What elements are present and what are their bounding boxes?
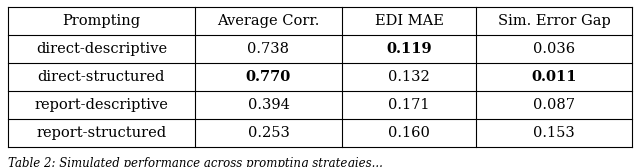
Text: 0.011: 0.011 <box>531 70 577 84</box>
Text: Table 2: Simulated performance across prompting strategies...: Table 2: Simulated performance across pr… <box>8 157 383 167</box>
Text: 0.253: 0.253 <box>248 126 289 140</box>
Text: Prompting: Prompting <box>62 14 140 28</box>
Text: 0.738: 0.738 <box>248 42 289 56</box>
Text: report-structured: report-structured <box>36 126 166 140</box>
Text: 0.171: 0.171 <box>388 98 430 112</box>
Text: direct-structured: direct-structured <box>38 70 165 84</box>
Text: Sim. Error Gap: Sim. Error Gap <box>498 14 611 28</box>
Text: 0.036: 0.036 <box>533 42 575 56</box>
Text: 0.119: 0.119 <box>386 42 432 56</box>
Text: 0.153: 0.153 <box>533 126 575 140</box>
Text: 0.160: 0.160 <box>388 126 430 140</box>
Text: 0.087: 0.087 <box>533 98 575 112</box>
Text: Average Corr.: Average Corr. <box>217 14 319 28</box>
Text: 0.770: 0.770 <box>246 70 291 84</box>
Text: direct-descriptive: direct-descriptive <box>36 42 167 56</box>
Text: 0.394: 0.394 <box>248 98 289 112</box>
Text: EDI MAE: EDI MAE <box>374 14 444 28</box>
Text: 0.132: 0.132 <box>388 70 430 84</box>
Text: report-descriptive: report-descriptive <box>35 98 168 112</box>
